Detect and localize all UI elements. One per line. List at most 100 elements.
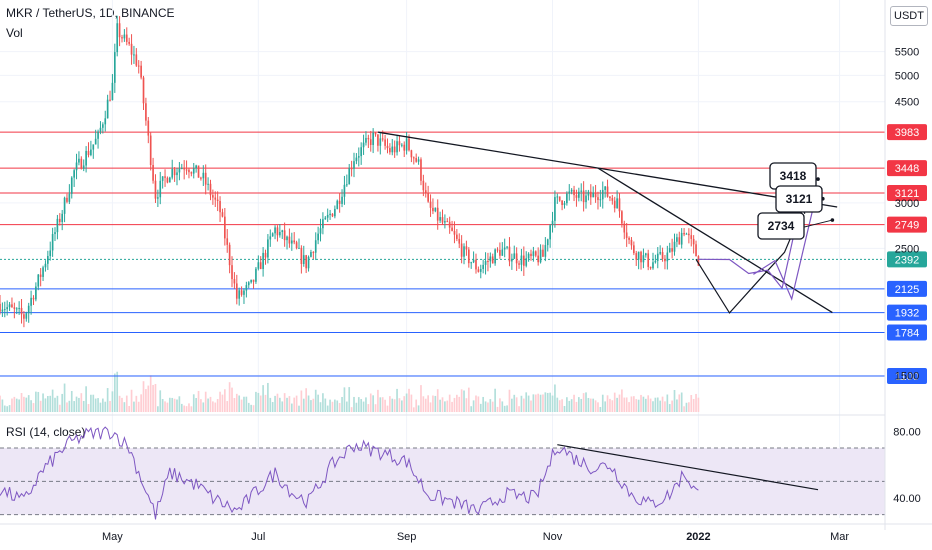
volume-bar <box>255 391 257 412</box>
volume-bar <box>8 405 11 412</box>
volume-bar <box>152 384 154 412</box>
currency-button[interactable]: USDT <box>890 6 928 26</box>
volume-bar <box>319 402 322 412</box>
candle-body <box>159 180 162 198</box>
level-label-2749: 2749 <box>895 220 919 232</box>
volume-bar <box>322 393 324 412</box>
candle-body <box>377 134 379 146</box>
candle-body <box>204 172 207 185</box>
candle-body <box>109 99 111 101</box>
level-tag-1100 <box>887 368 927 384</box>
volume-bar <box>63 383 66 412</box>
candle-body <box>513 253 516 259</box>
candle-body <box>496 249 499 251</box>
volume-bar <box>527 395 530 412</box>
trendlines[interactable] <box>377 131 838 314</box>
candle-body <box>630 239 633 246</box>
candle-body <box>338 200 341 204</box>
volume-bar <box>611 400 614 412</box>
candle-body <box>190 172 193 174</box>
candle-body <box>420 159 422 181</box>
volume-bar <box>288 396 291 412</box>
symbol-title[interactable]: MKR / TetherUS, 1D, BINANCE <box>6 6 175 20</box>
candle-body <box>233 279 236 284</box>
volume-bar <box>391 398 394 412</box>
candle-body <box>508 246 511 262</box>
candle-body <box>410 150 413 158</box>
candle-body <box>482 264 484 269</box>
volume-label: Vol <box>6 26 23 40</box>
candle-body <box>477 269 480 272</box>
volume-bar <box>164 401 166 412</box>
volume-bar <box>30 400 32 412</box>
volume-bar <box>405 393 408 412</box>
candle-body <box>252 279 255 282</box>
candle-body <box>532 251 535 257</box>
volume-bar <box>503 405 506 412</box>
candle-body <box>161 176 164 181</box>
candle-body <box>642 255 645 263</box>
candle-body <box>678 237 681 245</box>
candle-body <box>113 52 116 83</box>
volume-bar <box>135 395 138 412</box>
candle-body <box>202 172 205 179</box>
candle-body <box>460 243 463 257</box>
candle-body <box>472 259 475 263</box>
candle-body <box>355 157 358 162</box>
annotations[interactable]: 3418 3121 2734 <box>757 162 835 240</box>
volume-bar <box>597 402 599 412</box>
volume-bar <box>365 397 367 412</box>
volume-bar <box>475 395 477 412</box>
volume-bar <box>145 389 147 412</box>
volume-bar <box>542 394 544 412</box>
volume-bar <box>494 388 496 412</box>
volume-bar <box>49 395 52 412</box>
candle-body <box>235 283 238 299</box>
candle-body <box>216 199 219 202</box>
candle-body <box>365 137 367 143</box>
candle-body <box>63 197 66 214</box>
price-tick-4500: 4500 <box>895 97 919 109</box>
volume-bar <box>82 400 85 412</box>
volume-bar <box>616 397 618 412</box>
candle-body <box>570 189 573 192</box>
candle-body <box>429 201 432 208</box>
volume-bar <box>279 397 281 412</box>
candle-body <box>238 290 241 299</box>
candle-body <box>578 191 580 198</box>
candle-body <box>214 197 217 200</box>
candle-body <box>168 177 171 183</box>
volume-bar <box>520 395 523 412</box>
volume-bar <box>451 401 453 412</box>
candle-body <box>240 290 243 295</box>
volume-bar <box>551 395 554 412</box>
trendline-0 <box>377 131 838 208</box>
candle-body <box>479 268 482 272</box>
volume-bar <box>15 398 18 412</box>
volume-bar <box>113 373 116 412</box>
volume-bar <box>102 398 104 412</box>
volume-bar <box>221 394 224 412</box>
level-label-1784: 1784 <box>895 327 919 339</box>
candle-body <box>298 247 300 249</box>
candle-body <box>264 252 267 258</box>
callout-text-3121: 3121 <box>786 192 813 206</box>
candle-body <box>293 240 296 243</box>
candle-body <box>664 258 666 262</box>
volume-bar <box>642 396 645 412</box>
volume-bar <box>695 393 697 412</box>
candle-body <box>501 249 504 256</box>
volume-bar <box>594 400 597 412</box>
volume-bar <box>168 397 171 412</box>
candle-body <box>99 127 102 132</box>
candle-body <box>171 169 174 178</box>
candle-body <box>247 282 250 286</box>
volume-bar <box>601 394 604 412</box>
volume-bar <box>39 400 42 412</box>
candle-body <box>551 220 554 226</box>
volume-bar <box>625 397 628 412</box>
candle-body <box>94 138 97 145</box>
rsi-label[interactable]: RSI (14, close) <box>6 425 86 439</box>
candle-body <box>697 256 700 266</box>
